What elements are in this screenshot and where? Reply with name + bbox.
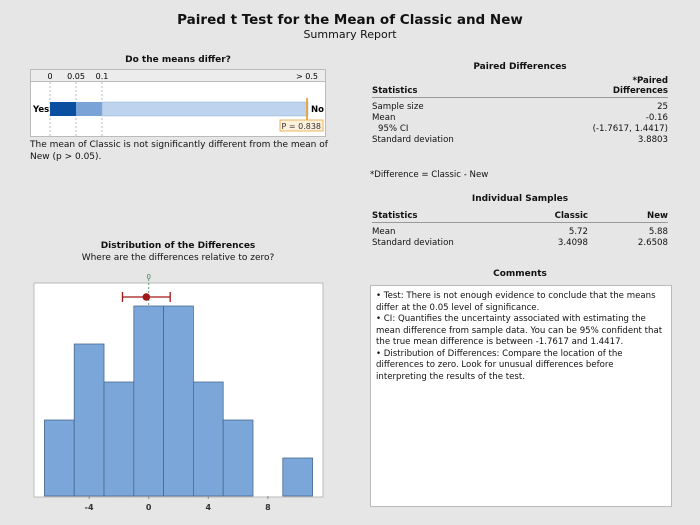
histogram-subtitle: Where are the differences relative to ze… bbox=[81, 253, 275, 263]
p-value-label: P = 0.838 bbox=[281, 122, 321, 131]
table-row: 95% CI (-1.7617, 1.4417) bbox=[378, 124, 668, 134]
scale-label: 0 bbox=[47, 72, 52, 81]
table-row: Mean -0.16 bbox=[372, 113, 668, 123]
histogram-bar bbox=[73, 343, 105, 497]
histogram-bar bbox=[222, 419, 254, 497]
bar-segment-borderline bbox=[76, 102, 102, 116]
table-row: Mean 5.72 5.88 bbox=[372, 227, 668, 237]
comment-item: • Test: There is not enough evidence to … bbox=[376, 291, 656, 313]
bar-segment-significant bbox=[50, 102, 76, 116]
paired-heading: Paired Differences bbox=[473, 62, 567, 72]
histogram-bar bbox=[133, 305, 165, 497]
individual-samples-table: Individual Samples Statistics Classic New … bbox=[372, 194, 668, 248]
x-tick-label: 8 bbox=[265, 503, 271, 512]
scale-label: > 0.5 bbox=[296, 72, 318, 81]
individual-heading: Individual Samples bbox=[471, 194, 569, 204]
bar-segment-not-significant bbox=[101, 101, 309, 117]
p-value-bar-chart: 0 0.05 0.1 > 0.5 Yes No P = 0.838 bbox=[30, 69, 326, 137]
paired-differences-table: Paired Differences Statistics *Paired Dif… bbox=[372, 62, 668, 146]
comments-heading: Comments bbox=[493, 269, 547, 279]
col-paired-1: *Paired bbox=[632, 76, 668, 86]
table-row: Standard deviation 3.8803 bbox=[372, 135, 668, 145]
histogram-bar bbox=[44, 419, 75, 497]
difference-footnote: *Difference = Classic - New bbox=[370, 170, 489, 180]
report-subtitle: Summary Report bbox=[303, 28, 397, 41]
col-statistics: Statistics bbox=[372, 86, 418, 96]
scale-label: 0.1 bbox=[96, 72, 109, 81]
table-row: Standard deviation 3.4098 2.6508 bbox=[372, 238, 668, 248]
zero-reference-label: 0 bbox=[146, 273, 150, 281]
histogram-bar bbox=[163, 305, 194, 497]
x-tick-label: 4 bbox=[206, 503, 212, 512]
yes-label: Yes bbox=[32, 105, 49, 115]
histogram-bar bbox=[103, 381, 135, 497]
conclusion-text: The mean of Classic is not significantly… bbox=[30, 140, 328, 162]
means-differ-heading: Do the means differ? bbox=[125, 55, 231, 65]
histogram-bar bbox=[192, 381, 224, 497]
report-title: Paired t Test for the Mean of Classic an… bbox=[177, 12, 523, 28]
mean-marker bbox=[142, 293, 151, 301]
x-tick-label: 0 bbox=[146, 503, 152, 512]
comment-item: • CI: Quantifies the uncertainty associa… bbox=[376, 314, 663, 347]
x-tick-label: -4 bbox=[85, 503, 94, 512]
col-paired-2: Differences bbox=[612, 86, 668, 96]
comments-box: • Test: There is not enough evidence to … bbox=[370, 285, 672, 507]
histogram-title: Distribution of the Differences bbox=[100, 241, 256, 251]
comment-item: • Distribution of Differences: Compare t… bbox=[376, 348, 623, 382]
scale-header bbox=[30, 69, 326, 82]
histogram-chart: 0 -4 0 4 8 bbox=[33, 273, 324, 512]
no-label: No bbox=[311, 105, 324, 115]
histogram-bar bbox=[282, 457, 313, 497]
scale-label: 0.05 bbox=[67, 72, 85, 81]
table-row: Sample size 25 bbox=[372, 102, 668, 112]
